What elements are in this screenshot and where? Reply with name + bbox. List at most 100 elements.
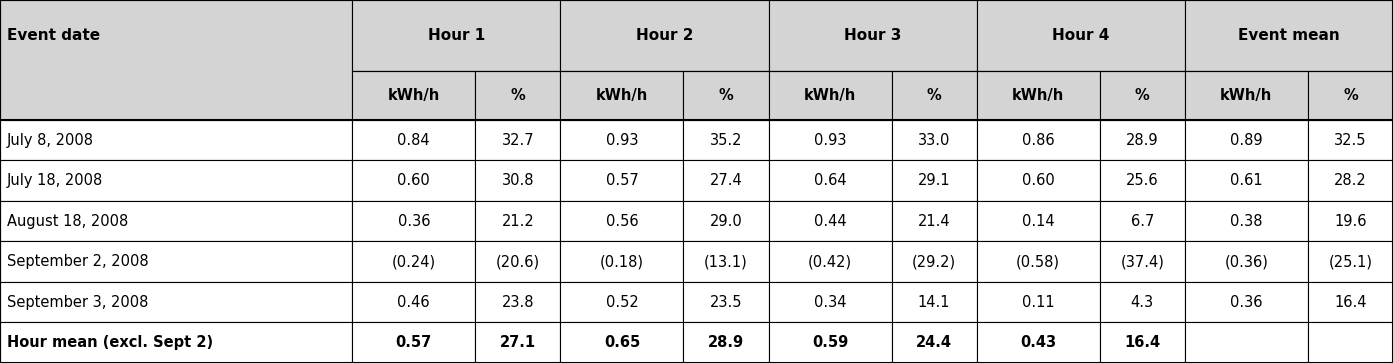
Bar <box>1308 282 1393 322</box>
Bar <box>769 71 892 120</box>
Text: 32.5: 32.5 <box>1334 132 1367 147</box>
Bar <box>1099 322 1185 363</box>
Bar <box>684 120 769 160</box>
Text: 0.89: 0.89 <box>1230 132 1262 147</box>
Bar <box>1308 71 1393 120</box>
Bar <box>1185 241 1308 282</box>
Text: %: % <box>1343 88 1358 103</box>
Bar <box>892 322 976 363</box>
Text: 0.86: 0.86 <box>1022 132 1055 147</box>
Text: 0.65: 0.65 <box>603 335 639 350</box>
Text: 14.1: 14.1 <box>918 295 950 310</box>
Text: 19.6: 19.6 <box>1334 214 1367 229</box>
Bar <box>1185 322 1308 363</box>
Bar <box>892 71 976 120</box>
Text: 0.59: 0.59 <box>812 335 848 350</box>
Bar <box>769 201 892 241</box>
Text: 0.93: 0.93 <box>814 132 847 147</box>
Bar <box>0 201 352 241</box>
Text: 29.0: 29.0 <box>709 214 742 229</box>
Bar <box>1099 120 1185 160</box>
Text: (0.24): (0.24) <box>391 254 436 269</box>
Bar <box>352 0 560 71</box>
Bar <box>352 120 475 160</box>
Text: 32.7: 32.7 <box>501 132 534 147</box>
Text: %: % <box>510 88 525 103</box>
Text: 6.7: 6.7 <box>1131 214 1153 229</box>
Text: 0.38: 0.38 <box>1230 214 1262 229</box>
Bar <box>1099 241 1185 282</box>
Bar <box>0 282 352 322</box>
Text: %: % <box>1135 88 1149 103</box>
Bar <box>892 241 976 282</box>
Text: 0.36: 0.36 <box>397 214 430 229</box>
Text: Hour 4: Hour 4 <box>1052 28 1109 43</box>
Bar <box>475 201 560 241</box>
Text: 23.5: 23.5 <box>710 295 742 310</box>
Text: 16.4: 16.4 <box>1334 295 1367 310</box>
Bar <box>1185 120 1308 160</box>
Text: 0.61: 0.61 <box>1230 173 1262 188</box>
Bar <box>892 120 976 160</box>
Bar <box>475 282 560 322</box>
Bar <box>0 241 352 282</box>
Text: 0.57: 0.57 <box>606 173 638 188</box>
Text: (0.58): (0.58) <box>1017 254 1060 269</box>
Bar <box>976 0 1185 71</box>
Text: 0.36: 0.36 <box>1230 295 1262 310</box>
Bar <box>475 160 560 201</box>
Bar <box>560 241 684 282</box>
Text: 0.60: 0.60 <box>397 173 430 188</box>
Bar <box>684 71 769 120</box>
Bar <box>769 241 892 282</box>
Bar <box>1308 201 1393 241</box>
Text: (13.1): (13.1) <box>703 254 748 269</box>
Bar <box>769 0 976 71</box>
Bar <box>560 120 684 160</box>
Bar <box>560 282 684 322</box>
Bar <box>0 120 352 160</box>
Bar <box>1308 160 1393 201</box>
Bar <box>0 322 352 363</box>
Bar <box>769 120 892 160</box>
Text: (37.4): (37.4) <box>1120 254 1165 269</box>
Text: September 2, 2008: September 2, 2008 <box>7 254 149 269</box>
Text: Hour 1: Hour 1 <box>428 28 485 43</box>
Text: (0.36): (0.36) <box>1224 254 1268 269</box>
Text: 0.84: 0.84 <box>397 132 430 147</box>
Bar <box>352 201 475 241</box>
Text: September 3, 2008: September 3, 2008 <box>7 295 148 310</box>
Bar <box>976 71 1099 120</box>
Bar <box>0 0 352 120</box>
Bar <box>1099 160 1185 201</box>
Text: (0.18): (0.18) <box>600 254 644 269</box>
Text: 0.43: 0.43 <box>1020 335 1056 350</box>
Text: 0.60: 0.60 <box>1022 173 1055 188</box>
Text: 27.4: 27.4 <box>709 173 742 188</box>
Text: 0.56: 0.56 <box>606 214 638 229</box>
Bar <box>976 160 1099 201</box>
Text: 0.93: 0.93 <box>606 132 638 147</box>
Bar <box>352 322 475 363</box>
Text: 28.2: 28.2 <box>1334 173 1367 188</box>
Text: 28.9: 28.9 <box>708 335 744 350</box>
Bar <box>684 282 769 322</box>
Text: July 18, 2008: July 18, 2008 <box>7 173 103 188</box>
Bar <box>684 160 769 201</box>
Text: kWh/h: kWh/h <box>387 88 440 103</box>
Bar <box>1099 201 1185 241</box>
Text: (29.2): (29.2) <box>912 254 956 269</box>
Text: 33.0: 33.0 <box>918 132 950 147</box>
Bar <box>976 120 1099 160</box>
Bar <box>684 201 769 241</box>
Text: 0.11: 0.11 <box>1022 295 1055 310</box>
Text: Event mean: Event mean <box>1238 28 1340 43</box>
Bar <box>769 322 892 363</box>
Bar <box>769 282 892 322</box>
Text: 0.46: 0.46 <box>397 295 430 310</box>
Bar <box>1185 201 1308 241</box>
Text: 29.1: 29.1 <box>918 173 950 188</box>
Bar <box>769 160 892 201</box>
Text: July 8, 2008: July 8, 2008 <box>7 132 93 147</box>
Bar <box>684 322 769 363</box>
